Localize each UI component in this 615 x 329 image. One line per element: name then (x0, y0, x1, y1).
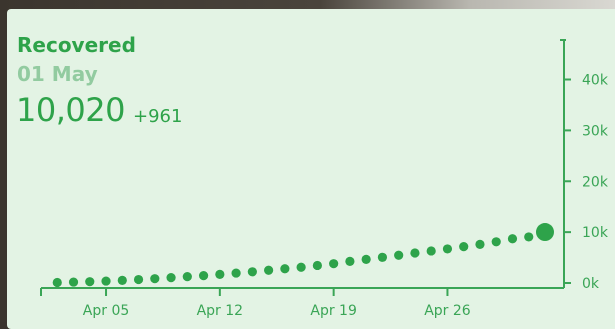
data-point[interactable] (524, 232, 534, 242)
data-point[interactable] (475, 239, 485, 249)
recovered-count: 10,020 (16, 91, 125, 129)
data-point[interactable] (264, 265, 274, 275)
data-point[interactable] (312, 260, 322, 271)
data-point[interactable] (280, 264, 290, 274)
y-tick-label: 30k (582, 123, 609, 139)
data-point[interactable] (394, 250, 404, 260)
data-point[interactable] (117, 275, 127, 285)
data-point[interactable] (329, 259, 339, 269)
data-point[interactable] (166, 273, 176, 283)
data-points (52, 223, 554, 288)
data-point[interactable] (231, 268, 241, 278)
data-point[interactable] (296, 262, 306, 272)
y-tick-label: 20k (582, 174, 609, 190)
selected-date: 01 May (17, 62, 98, 86)
data-point[interactable] (52, 277, 62, 288)
data-point[interactable] (377, 252, 388, 262)
data-point[interactable] (198, 271, 209, 281)
y-tick-label: 0k (582, 276, 600, 292)
data-point[interactable] (68, 277, 79, 287)
x-tick-label: Apr 19 (310, 303, 356, 319)
y-axis: 0k 10k 20k 30k 40k (560, 39, 609, 292)
data-point[interactable] (85, 277, 95, 287)
selected-data-point[interactable] (536, 223, 554, 242)
data-point[interactable] (361, 254, 371, 264)
x-axis: Apr 05 Apr 12 Apr 19 Apr 26 (40, 287, 564, 319)
data-point[interactable] (133, 274, 144, 285)
data-point[interactable] (345, 256, 355, 266)
x-tick-label: Apr 05 (83, 303, 129, 319)
data-point[interactable] (182, 272, 192, 282)
data-point[interactable] (215, 269, 225, 279)
daily-change: +961 (133, 106, 183, 127)
x-tick-label: Apr 12 (197, 303, 243, 319)
y-tick-label: 10k (582, 225, 609, 241)
x-tick-label: Apr 26 (424, 303, 471, 319)
recovered-chart[interactable]: 0k 10k 20k 30k 40k Apr 05 Apr 12 Apr 19 Apr 26 (7, 9, 615, 329)
data-point[interactable] (150, 274, 160, 284)
data-point[interactable] (426, 246, 436, 256)
y-tick-label: 40k (582, 73, 609, 89)
data-point[interactable] (491, 237, 501, 247)
data-point[interactable] (442, 244, 453, 254)
data-point[interactable] (101, 276, 111, 286)
data-point[interactable] (459, 242, 469, 252)
data-point[interactable] (247, 267, 257, 277)
chart-card: Recovered 01 May 10,020 +961 0k 10k 20k 30k… (7, 9, 615, 329)
chart-title: Recovered (17, 33, 136, 57)
data-point[interactable] (507, 234, 518, 244)
data-point[interactable] (410, 248, 420, 258)
